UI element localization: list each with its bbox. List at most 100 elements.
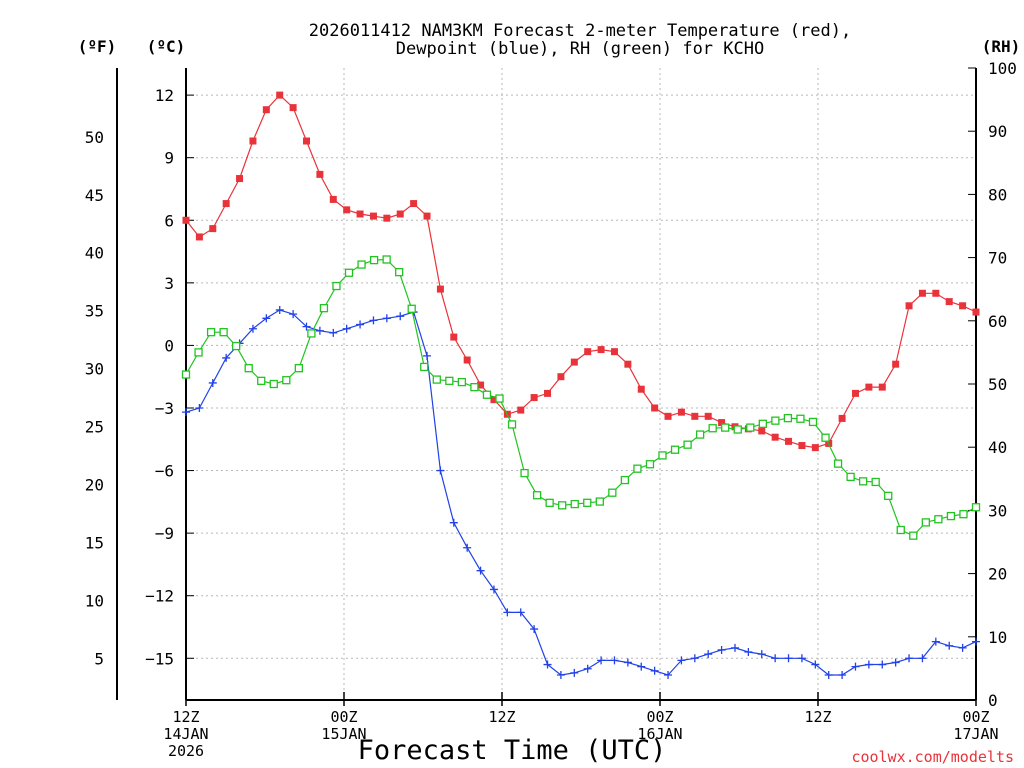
temperature-point — [691, 412, 699, 420]
rh-tick-label: 100 — [988, 59, 1017, 78]
temperature-point — [584, 348, 592, 356]
time-tick-label: 00Z — [646, 708, 673, 726]
relative-humidity-point — [532, 491, 542, 500]
dewpoint-point — [730, 643, 739, 652]
dewpoint-point — [811, 660, 820, 669]
relative-humidity-point — [558, 501, 567, 510]
relative-humidity-point — [658, 451, 667, 460]
time-tick-label: 12Z — [172, 708, 199, 726]
dewpoint-point — [851, 662, 860, 671]
temperature-point — [811, 444, 819, 452]
temperature-point — [477, 381, 485, 389]
temperature-point — [262, 106, 270, 114]
temperature-point — [932, 289, 940, 297]
dewpoint-point — [864, 660, 873, 669]
rh-tick-label: 30 — [988, 501, 1007, 520]
celsius-tick-label: 6 — [164, 211, 174, 230]
time-tick-label: 00Z — [962, 708, 989, 726]
fahrenheit-tick-label: 30 — [85, 360, 104, 379]
temperature-point — [289, 104, 297, 112]
relative-humidity-point — [884, 491, 893, 501]
dewpoint-point — [784, 654, 793, 663]
temperature-point — [704, 412, 712, 420]
relative-humidity-point — [633, 464, 642, 473]
relative-humidity-point — [583, 498, 592, 507]
temperature-point — [356, 210, 364, 218]
relative-humidity-point — [708, 424, 717, 433]
relative-humidity-point — [796, 414, 805, 423]
relative-humidity-point — [269, 379, 278, 389]
relative-humidity-point — [344, 268, 354, 277]
dewpoint-point — [275, 305, 284, 314]
temperature-line — [185, 94, 977, 449]
temperature-point — [570, 358, 578, 366]
celsius-tick-label: 9 — [164, 149, 174, 168]
time-tick-label: 12Z — [804, 708, 831, 726]
dewpoint-point — [342, 324, 351, 333]
relative-humidity-point — [833, 459, 843, 468]
relative-humidity-point — [294, 364, 304, 373]
dewpoint-point — [208, 378, 217, 387]
relative-humidity-point — [871, 477, 880, 487]
temperature-point — [945, 298, 953, 306]
relative-humidity-point — [332, 281, 341, 291]
relative-humidity-point — [432, 375, 441, 384]
relative-humidity-point — [934, 515, 943, 524]
dewpoint-point — [396, 312, 405, 321]
temperature-point — [423, 212, 431, 220]
temperature-point — [651, 404, 659, 412]
relative-humidity-point — [858, 477, 868, 486]
rh-tick-label: 40 — [988, 438, 1007, 457]
relative-humidity-point — [896, 525, 905, 535]
temperature-series — [182, 91, 980, 452]
x-axis-title: Forecast Time (UTC) — [358, 735, 667, 766]
dewpoint-point — [222, 353, 231, 362]
celsius-tick-label: −15 — [145, 649, 174, 668]
temperature-point — [905, 302, 913, 310]
celsius-tick-label: −9 — [155, 524, 174, 543]
dewpoint-point — [329, 328, 338, 337]
time-tick-label: 17JAN — [953, 725, 998, 743]
grid-lines — [186, 68, 976, 700]
dewpoint-point — [878, 660, 887, 669]
relative-humidity-point — [369, 255, 379, 265]
relative-humidity-point — [620, 475, 630, 485]
temperature-point — [410, 200, 418, 208]
fahrenheit-tick-label: 25 — [85, 418, 104, 437]
temperature-point — [303, 137, 311, 145]
relative-humidity-point — [307, 329, 316, 338]
relative-humidity-point — [181, 370, 191, 379]
dewpoint-point — [449, 518, 458, 527]
dewpoint-point — [543, 660, 552, 669]
temperature-point — [677, 408, 685, 416]
temperature-point — [329, 195, 337, 203]
relative-humidity-point — [670, 445, 680, 454]
relative-humidity-point — [783, 413, 793, 423]
dewpoint-point — [690, 654, 699, 663]
relative-humidity-point — [595, 497, 604, 506]
temperature-point — [249, 137, 257, 145]
temperature-point — [316, 170, 324, 178]
celsius-tick-label: −3 — [155, 399, 174, 418]
temperature-point — [517, 406, 525, 414]
rh-unit-label: (RH) — [982, 37, 1021, 56]
source-credit: coolwx.com/modelts — [851, 748, 1014, 766]
time-tick-label: 16JAN — [637, 725, 682, 743]
fahrenheit-tick-label: 40 — [85, 244, 104, 263]
temperature-point — [624, 360, 632, 368]
temperature-point — [637, 385, 645, 393]
time-tick-label: 2026 — [168, 742, 204, 760]
relative-humidity-point — [482, 390, 492, 399]
relative-humidity-point — [395, 267, 404, 277]
relative-humidity-point — [570, 499, 579, 509]
relative-humidity-point — [808, 417, 818, 427]
temperature-point — [758, 427, 766, 435]
temperature-point — [557, 373, 565, 381]
relative-humidity-point — [420, 362, 429, 372]
temperature-point — [918, 289, 926, 297]
rh-tick-label: 0 — [988, 691, 998, 710]
temperature-point — [182, 216, 190, 224]
dewpoint-point — [315, 326, 324, 335]
dewpoint-point — [677, 656, 686, 665]
relative-humidity-point — [608, 488, 617, 497]
